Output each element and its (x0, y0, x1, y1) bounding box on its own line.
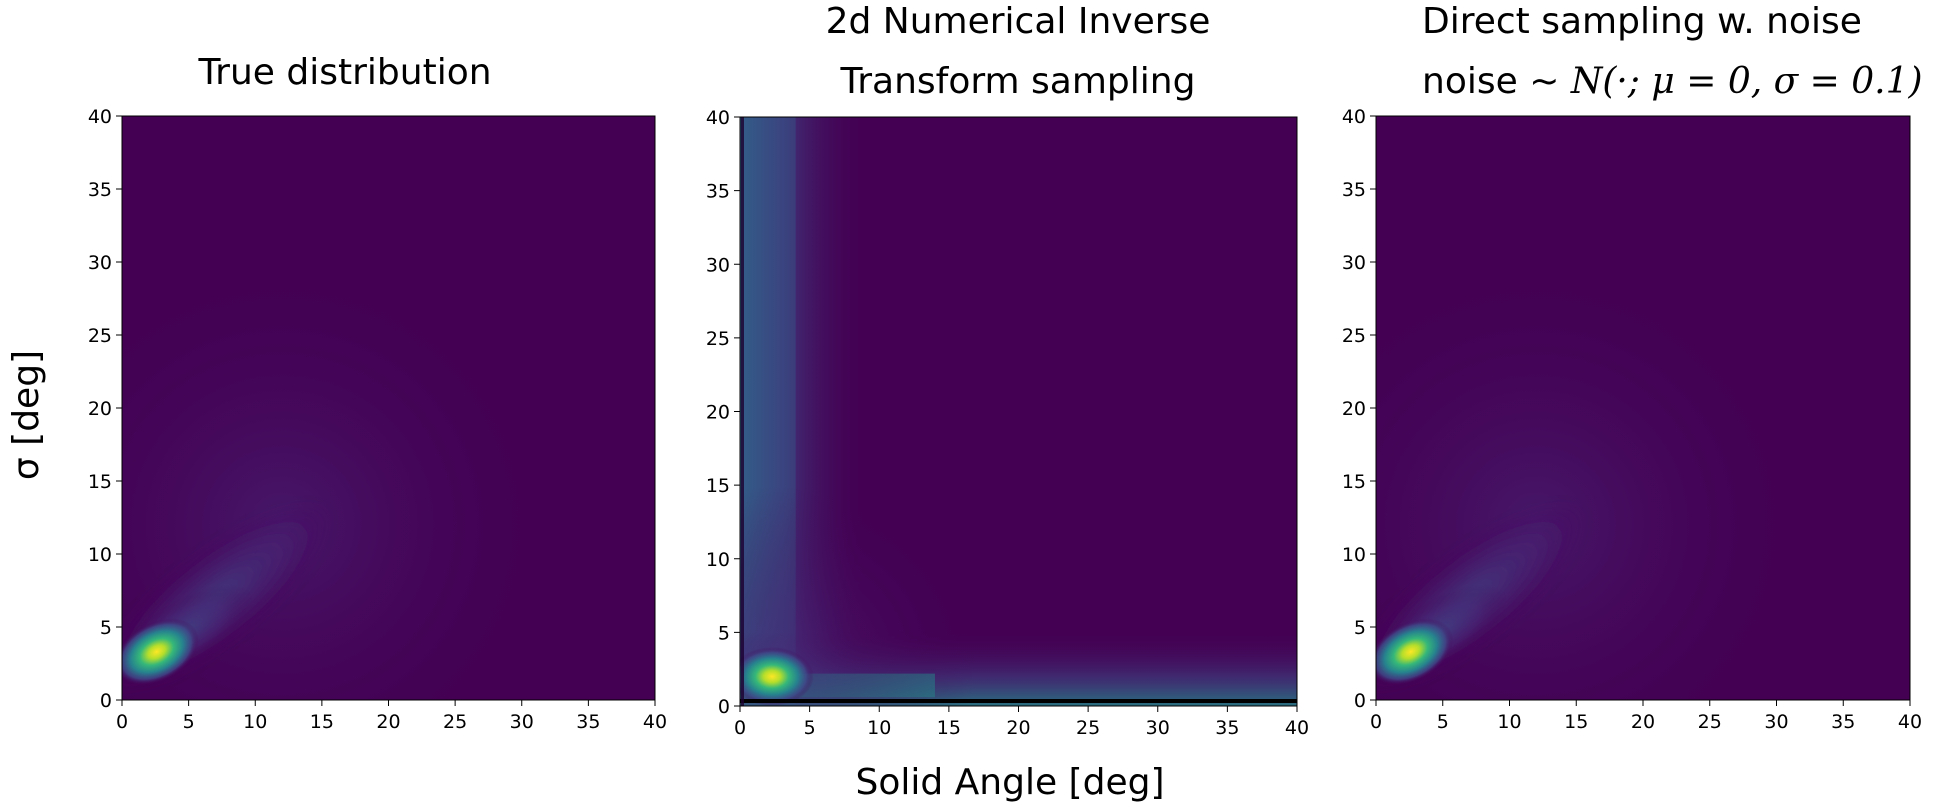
y-tick-label: 5 (100, 617, 112, 639)
heatmap-density (1376, 262, 1804, 700)
y-tick-label: 25 (706, 328, 730, 350)
density-peak (1376, 618, 1454, 686)
y-tick-label: 0 (100, 690, 112, 712)
y-tick-label: 20 (706, 402, 730, 424)
y-tick-label: 10 (1342, 544, 1366, 566)
panel-1-title: True distribution (197, 52, 491, 93)
x-tick-label: 10 (1497, 711, 1521, 733)
y-tick-label: 40 (706, 107, 730, 129)
density-peak (740, 647, 814, 706)
x-tick-label: 30 (1764, 711, 1788, 733)
x-tick-label: 40 (1285, 717, 1309, 739)
heatmap-density (122, 262, 549, 700)
heatmap-panel-3: 0 5 10 15 20 25 30 35 40 0 5 10 15 20 25 30 35 40 (1342, 106, 1922, 733)
x-tick-label: 40 (643, 711, 667, 733)
y-tick-label: 40 (1342, 106, 1366, 128)
density-peak (122, 618, 199, 686)
x-tick-label: 20 (1006, 717, 1030, 739)
y-tick-label: 25 (1342, 325, 1366, 347)
y-tick-label: 20 (1342, 398, 1366, 420)
panel-3-title-line-2: noise ~ N(·; μ = 0, σ = 0.1) (1422, 61, 1923, 102)
x-tick-label: 25 (1698, 711, 1722, 733)
y-tick-label: 5 (1354, 617, 1366, 639)
y-tick-label: 30 (1342, 252, 1366, 274)
x-tick-label: 5 (183, 711, 195, 733)
panel-2-title-line-2: Transform sampling (840, 61, 1196, 102)
y-axis-title: σ [deg] (6, 350, 47, 480)
x-tick-label: 0 (116, 711, 128, 733)
x-tick-label: 10 (867, 717, 891, 739)
x-tick-label: 5 (1437, 711, 1449, 733)
heatmap-density (740, 117, 1297, 706)
y-tick-label: 30 (706, 254, 730, 276)
x-tick-label: 35 (576, 711, 600, 733)
panel-3-title-prefix: noise ~ (1422, 61, 1571, 102)
x-tick-label: 5 (804, 717, 816, 739)
x-tick-label: 20 (376, 711, 400, 733)
y-tick-label: 30 (88, 252, 112, 274)
y-tick-label: 15 (88, 471, 112, 493)
panels: 0 5 10 15 20 25 30 35 40 0 5 10 15 20 25 30 35 40 0 5 10 15 20… (88, 106, 1922, 739)
y-tick-label: 10 (88, 544, 112, 566)
panel-2-title-line-1: 2d Numerical Inverse (826, 1, 1211, 42)
x-tick-label: 0 (734, 717, 746, 739)
x-tick-label: 15 (1564, 711, 1588, 733)
panel-3-title: Direct sampling w. noise noise ~ N(·; μ … (1422, 1, 1923, 102)
x-tick-label: 15 (310, 711, 334, 733)
panel-2-title: 2d Numerical Inverse Transform sampling (826, 1, 1211, 102)
y-tick-label: 15 (706, 475, 730, 497)
heatmap-panel-1: 0 5 10 15 20 25 30 35 40 0 5 10 15 20 25 30 35 40 (88, 106, 667, 733)
y-tick-label: 35 (1342, 179, 1366, 201)
y-tick-label: 5 (718, 622, 730, 644)
y-tick-label: 35 (88, 179, 112, 201)
y-tick-label: 25 (88, 325, 112, 347)
x-axis-title: Solid Angle [deg] (855, 762, 1164, 803)
x-tick-label: 10 (243, 711, 267, 733)
x-tick-label: 40 (1898, 711, 1922, 733)
x-tick-label: 15 (937, 717, 961, 739)
x-tick-label: 20 (1631, 711, 1655, 733)
y-tick-label: 0 (718, 696, 730, 718)
heatmap-panel-2: 0 5 10 15 20 25 30 35 40 0 5 10 15 20 25 30 35 40 (706, 107, 1309, 739)
x-tick-label: 30 (510, 711, 534, 733)
panel-3-title-math: N(·; μ = 0, σ = 0.1) (1570, 61, 1923, 102)
x-tick-label: 35 (1831, 711, 1855, 733)
x-tick-label: 0 (1370, 711, 1382, 733)
y-tick-label: 40 (88, 106, 112, 128)
y-tick-label: 10 (706, 549, 730, 571)
density-haze (740, 485, 977, 706)
y-tick-label: 20 (88, 398, 112, 420)
y-tick-label: 35 (706, 181, 730, 203)
panel-3-title-line-1: Direct sampling w. noise (1422, 1, 1862, 42)
left-edge-artifact (741, 117, 744, 706)
x-tick-label: 30 (1146, 717, 1170, 739)
y-tick-label: 0 (1354, 690, 1366, 712)
x-tick-label: 25 (443, 711, 467, 733)
x-tick-label: 25 (1076, 717, 1100, 739)
y-tick-label: 15 (1342, 471, 1366, 493)
panel-1-title-line: True distribution (197, 52, 491, 93)
x-tick-label: 35 (1215, 717, 1239, 739)
baseline-artifact (740, 699, 1297, 703)
